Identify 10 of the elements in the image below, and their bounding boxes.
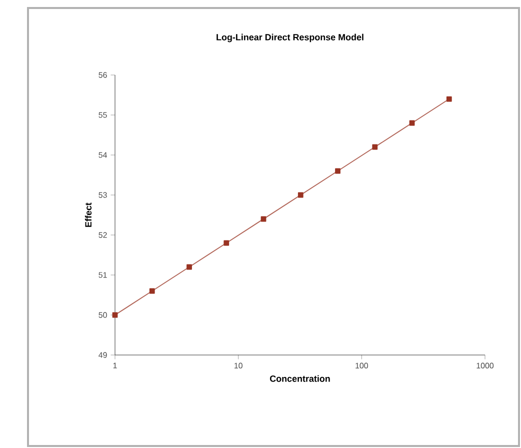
point xyxy=(372,144,378,150)
y-axis-title: Effect xyxy=(84,202,92,227)
point xyxy=(298,192,304,198)
point xyxy=(186,264,192,270)
point xyxy=(149,288,155,294)
x-axis-title: Concentration xyxy=(270,375,330,382)
point xyxy=(446,96,452,102)
chart-title: Log-Linear Direct Response Model xyxy=(216,34,364,42)
point xyxy=(335,168,340,174)
point xyxy=(224,240,230,246)
